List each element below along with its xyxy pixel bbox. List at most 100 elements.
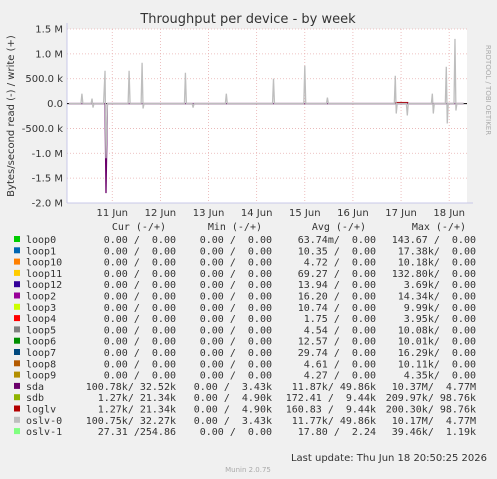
legend-value: 69.27 / 0.00 <box>298 269 376 280</box>
legend-value: 0.00 / 0.00 <box>104 371 176 382</box>
y-tick-label: -1.5 M <box>32 174 63 185</box>
legend-name: loop6 <box>26 337 56 348</box>
x-tick-label: 13 Jun <box>193 208 225 219</box>
legend-value: 0.00 / 3.43k <box>194 382 272 393</box>
legend-value: 0.00 / 3.43k <box>194 416 272 427</box>
legend-value: 0.00 / 0.00 <box>200 371 272 382</box>
legend-value: 172.41 / 9.44k <box>286 393 376 404</box>
x-tick-label: 11 Jun <box>96 208 128 219</box>
legend-name: loop4 <box>26 314 56 325</box>
legend-value: 0.00 / 0.00 <box>200 246 272 257</box>
legend-name: loop3 <box>26 303 56 314</box>
legend-header: Max (-/+) <box>412 222 466 233</box>
legend-value: 0.00 / 4.90k <box>194 405 272 416</box>
legend-value: 0.00 / 0.00 <box>200 359 272 370</box>
x-tick-label: 18 Jun <box>433 208 465 219</box>
legend-swatch <box>14 258 20 265</box>
legend-value: 100.78k/ 32.52k <box>86 382 176 393</box>
x-tick-label: 12 Jun <box>145 208 177 219</box>
legend-value: 10.18k/ 0.00 <box>398 258 476 269</box>
legend-name: sda <box>26 382 44 393</box>
legend-value: 0.00 / 0.00 <box>200 280 272 291</box>
legend-value: 3.95k/ 0.00 <box>404 314 476 325</box>
legend-name: oslv-0 <box>26 416 62 427</box>
legend-swatch <box>14 326 20 333</box>
legend-value: 0.00 / 0.00 <box>200 427 272 438</box>
legend-name: loop2 <box>26 292 56 303</box>
legend-value: 200.30k/ 98.76k <box>386 405 476 416</box>
legend-name: loop1 <box>26 246 56 257</box>
legend-header: Avg (-/+) <box>312 222 366 233</box>
legend-value: 160.83 / 9.44k <box>286 405 376 416</box>
legend-swatch <box>14 416 20 423</box>
footer: Last update: Thu Jun 18 20:50:25 2026 <box>291 453 487 464</box>
legend-header: Min (-/+) <box>208 222 262 233</box>
legend-value: 16.29k/ 0.00 <box>398 348 476 359</box>
legend-value: 0.00 / 0.00 <box>104 235 176 246</box>
legend-value: 0.00 / 0.00 <box>104 246 176 257</box>
legend-header: Cur (-/+) <box>112 222 166 233</box>
legend-swatch <box>14 360 20 367</box>
legend-value: 16.20 / 0.00 <box>298 292 376 303</box>
legend-value: 13.94 / 0.00 <box>298 280 376 291</box>
legend-name: loop10 <box>26 258 62 269</box>
legend-value: 10.11k/ 0.00 <box>398 359 476 370</box>
legend-value: 29.74 / 0.00 <box>298 348 376 359</box>
plot-area <box>67 29 467 203</box>
legend-value: 4.27 / 0.00 <box>304 371 376 382</box>
legend-value: 0.00 / 0.00 <box>200 337 272 348</box>
x-tick-label: 15 Jun <box>289 208 321 219</box>
legend-name: loglv <box>26 405 56 416</box>
y-tick-label: 500.0 k <box>25 74 63 85</box>
y-tick-label: 1.5 M <box>35 25 63 36</box>
legend-name: loop7 <box>26 348 56 359</box>
legend-swatch <box>14 428 20 435</box>
y-tick-label: 0.0 <box>47 99 63 110</box>
legend-value: 1.27k/ 21.34k <box>98 393 176 404</box>
legend-value: 1.75 / 0.00 <box>304 314 376 325</box>
legend-value: 143.67 / 0.00 <box>392 235 476 246</box>
legend-swatch <box>14 337 20 344</box>
legend-name: loop0 <box>26 235 56 246</box>
legend-swatch <box>14 236 20 242</box>
legend-swatch <box>14 371 20 378</box>
legend-value: 4.35k/ 0.00 <box>404 371 476 382</box>
legend-value: 10.37M/ 4.77M <box>392 382 476 393</box>
side-label: RRDTOOL / TOBI OETIKER <box>484 45 492 135</box>
legend-name: loop12 <box>26 280 62 291</box>
x-tick-label: 17 Jun <box>385 208 417 219</box>
legend-value: 10.17M/ 4.77M <box>392 416 476 427</box>
legend-name: sdb <box>26 393 44 404</box>
legend-value: 14.34k/ 0.00 <box>398 292 476 303</box>
version: Munin 2.0.75 <box>225 466 271 474</box>
legend-value: 0.00 / 0.00 <box>200 258 272 269</box>
legend-value: 9.99k/ 0.00 <box>404 303 476 314</box>
legend-value: 0.00 / 0.00 <box>104 348 176 359</box>
legend-value: 39.46k/ 1.19k <box>392 427 476 438</box>
legend-value: 0.00 / 0.00 <box>104 303 176 314</box>
legend-swatch <box>14 281 20 288</box>
legend-swatch <box>14 247 20 254</box>
legend-value: 4.54 / 0.00 <box>304 325 376 336</box>
legend-value: 0.00 / 0.00 <box>200 314 272 325</box>
legend-value: 0.00 / 0.00 <box>104 292 176 303</box>
legend-value: 0.00 / 0.00 <box>104 269 176 280</box>
legend-swatch <box>14 269 20 276</box>
legend-value: 1.27k/ 21.34k <box>98 405 176 416</box>
legend-swatch <box>14 349 20 355</box>
legend-value: 4.72 / 0.00 <box>304 258 376 269</box>
legend-swatch <box>14 315 20 322</box>
legend-swatch <box>14 303 20 310</box>
legend-value: 17.80 / 2.24 <box>298 427 376 438</box>
legend-value: 10.74 / 0.00 <box>298 303 376 314</box>
legend-value: 0.00 / 0.00 <box>104 337 176 348</box>
legend-value: 0.00 / 0.00 <box>104 359 176 370</box>
legend-name: loop9 <box>26 371 56 382</box>
y-tick-label: -2.0 M <box>32 199 63 210</box>
legend-value: 0.00 / 0.00 <box>200 303 272 314</box>
y-tick-label: -1.0 M <box>32 149 63 160</box>
legend-name: oslv-1 <box>26 427 62 438</box>
legend-swatch <box>14 394 20 401</box>
legend-value: 4.61 / 0.00 <box>304 359 376 370</box>
